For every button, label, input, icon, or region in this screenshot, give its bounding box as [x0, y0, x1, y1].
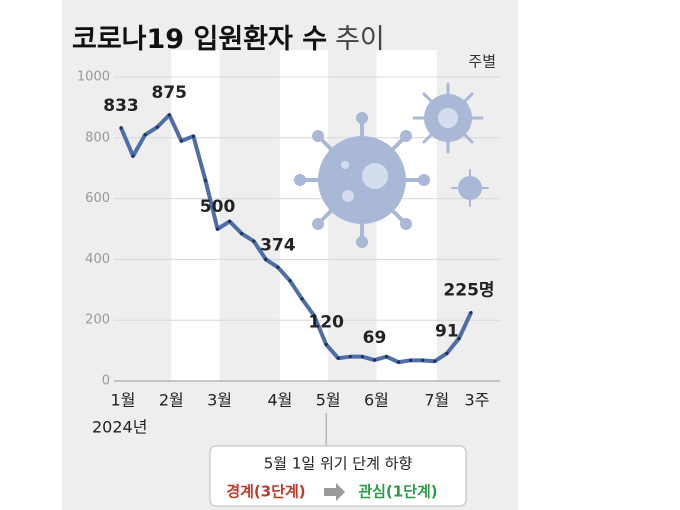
annotation-title: 5월 1일 위기 단계 하향: [264, 455, 413, 473]
x-tick-label: 7월: [424, 391, 449, 410]
point: [372, 358, 377, 362]
chart-title: 코로나19 입원환자 수 추이: [72, 24, 385, 55]
point: [167, 113, 171, 117]
point: [240, 231, 244, 236]
point: [348, 355, 352, 359]
point: [360, 355, 364, 359]
x-tick-label: 3주: [465, 391, 490, 410]
point: [228, 219, 232, 223]
title-suffix: 추이: [335, 24, 385, 55]
point: [384, 355, 389, 359]
point: [191, 134, 196, 138]
point: [276, 265, 280, 269]
y-tick-label: 200: [85, 313, 110, 328]
point: [433, 359, 437, 363]
point: [469, 311, 473, 315]
value-label: 120: [308, 313, 344, 333]
point: [421, 358, 425, 362]
point: [252, 239, 256, 243]
point: [264, 257, 268, 261]
value-label: 875: [152, 83, 188, 103]
point: [131, 154, 135, 158]
x-tick-label: 3월: [207, 391, 232, 410]
year-label: 2024년: [92, 418, 147, 437]
value-label: 91: [435, 321, 459, 341]
value-label: 225명: [443, 281, 494, 301]
y-tick-label: 0: [102, 374, 110, 389]
value-label: 833: [103, 96, 139, 116]
value-label: 500: [200, 197, 236, 217]
annotation-to: 관심(1단계): [358, 483, 437, 501]
x-tick-label: 1월: [111, 391, 136, 410]
annotation-from: 경계(3단계): [226, 483, 305, 501]
point: [336, 356, 340, 360]
line: [119, 113, 473, 365]
x-tick-label: 2월: [159, 391, 184, 410]
point: [179, 139, 183, 143]
point: [215, 227, 220, 231]
point: [445, 351, 449, 355]
point: [119, 126, 123, 130]
y-tick-label: 1000: [77, 70, 110, 85]
value-label: 69: [363, 328, 387, 348]
y-tick-label: 600: [85, 191, 110, 206]
month-band: [171, 50, 220, 381]
value-label: 374: [260, 235, 296, 255]
x-tick-label: 5월: [316, 391, 341, 410]
y-tick-label: 400: [85, 252, 110, 267]
point: [457, 336, 461, 341]
point: [155, 125, 159, 129]
point: [288, 279, 292, 283]
y-tick-label: 800: [85, 130, 110, 145]
point: [143, 133, 147, 137]
point: [312, 314, 316, 318]
point: [396, 360, 401, 364]
virus-decoration: [294, 82, 489, 248]
point: [324, 342, 328, 347]
x-tick-label: 4월: [267, 391, 292, 410]
title-main: 코로나19 입원환자 수: [72, 24, 327, 55]
x-tick-label: 6월: [364, 391, 389, 410]
point: [300, 297, 304, 301]
unit-label: 주별: [468, 53, 496, 71]
annotation-arrow: [324, 483, 345, 501]
point: [203, 178, 208, 182]
point: [409, 358, 413, 362]
annotation-box: [209, 445, 467, 507]
